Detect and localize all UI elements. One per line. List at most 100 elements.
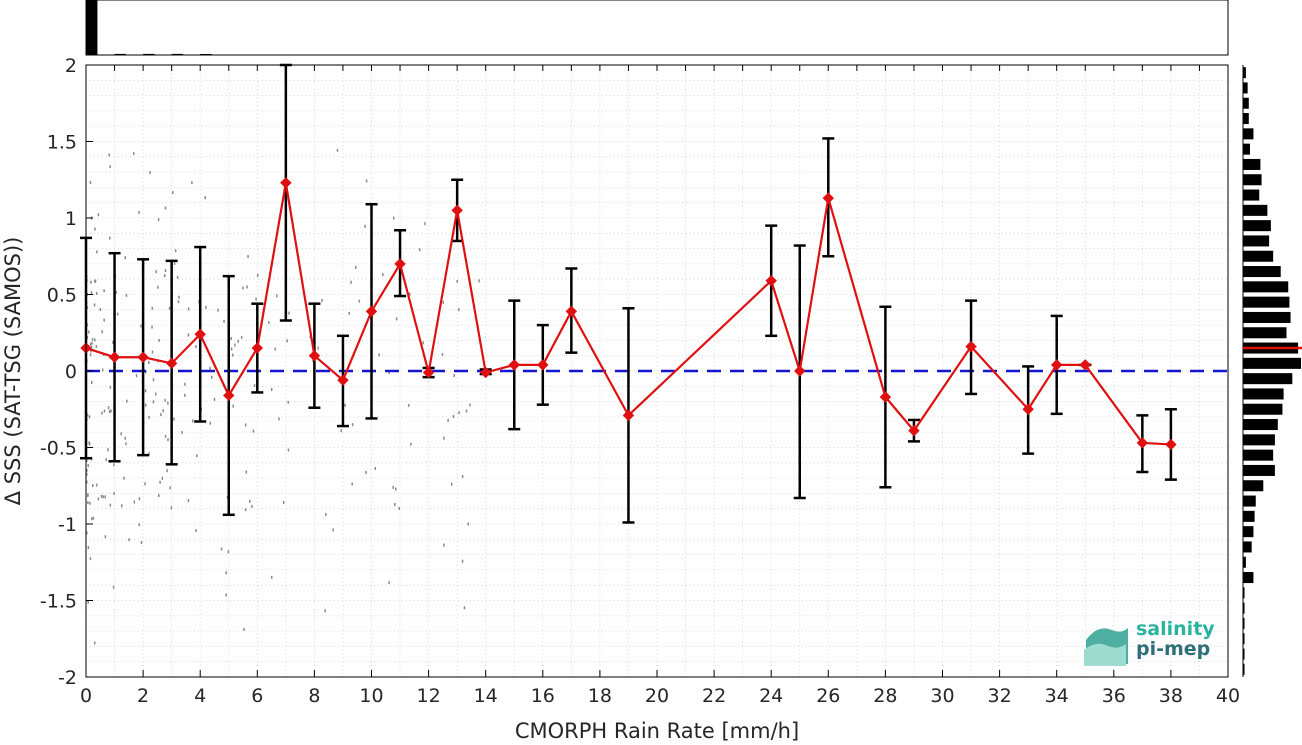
y-axis-label: Δ SSS (SAT-TSG (SAMOS)) — [1, 237, 25, 506]
scatter-point — [230, 336, 232, 340]
data-point-marker — [337, 374, 349, 386]
right-histogram-bar — [1243, 357, 1301, 369]
data-point-marker — [822, 192, 835, 204]
salinity-pi-mep-logo: salinity pi-mep — [1084, 618, 1224, 668]
scatter-point — [91, 337, 94, 341]
scatter-point — [469, 403, 471, 407]
x-axis-label: CMORPH Rain Rate [mm/h] — [515, 719, 799, 743]
scatter-point — [443, 436, 445, 440]
scatter-point — [100, 494, 103, 498]
scatter-point — [364, 224, 366, 228]
top-histogram-bars — [86, 0, 212, 55]
scatter-point — [164, 269, 167, 273]
right-histogram-bars — [1243, 67, 1301, 675]
data-point-marker — [137, 351, 149, 363]
scatter-point — [332, 528, 334, 532]
scatter-point — [231, 353, 234, 357]
data-point-marker — [165, 357, 178, 370]
scatter-point — [192, 419, 194, 423]
scatter-point — [88, 330, 90, 334]
scatter-point — [220, 547, 223, 551]
scatter-point — [90, 280, 92, 284]
right-histogram-bar — [1243, 587, 1245, 599]
scatter-point — [108, 236, 111, 240]
scatter-point — [86, 472, 88, 476]
scatter-point — [382, 273, 384, 277]
mean-series-line — [85, 182, 1171, 446]
x-tick-label: 2 — [137, 685, 149, 707]
scatter-point — [152, 400, 155, 404]
scatter-point — [256, 273, 259, 277]
scatter-point — [96, 250, 98, 254]
scatter-point — [230, 347, 233, 351]
scatter-point — [461, 474, 464, 478]
scatter-point — [195, 345, 197, 349]
scatter-point — [89, 353, 92, 357]
scatter-point — [152, 378, 155, 382]
scatter-point — [123, 476, 125, 480]
x-tick-label: 10 — [359, 685, 383, 707]
data-point-marker — [365, 305, 378, 318]
scatter-point — [443, 543, 445, 547]
scatter-point — [120, 432, 122, 436]
scatter-point — [187, 333, 190, 337]
scatter-point — [173, 261, 176, 265]
x-tick-label: 6 — [251, 685, 263, 707]
scatter-point — [89, 180, 92, 184]
scatter-point — [312, 358, 314, 362]
scatter-point — [166, 469, 168, 473]
right-histogram-bar — [1243, 67, 1246, 79]
scatter-point — [128, 538, 130, 542]
scatter-point — [95, 483, 98, 487]
right-histogram-bar — [1243, 281, 1289, 293]
x-tick-label: 0 — [80, 685, 92, 707]
scatter-point — [242, 286, 244, 290]
scatter-point — [110, 409, 112, 413]
scatter-point — [243, 627, 245, 631]
scatter-point — [135, 374, 138, 378]
right-histogram-bar — [1243, 189, 1260, 201]
scatter-point — [249, 499, 251, 503]
data-point-marker — [394, 258, 406, 270]
scatter-point — [90, 345, 93, 349]
scatter-point — [95, 345, 98, 349]
scatter-point — [125, 442, 127, 446]
scatter-point — [452, 415, 455, 419]
scatter-point — [174, 249, 177, 253]
data-point-marker — [223, 389, 235, 402]
scatter-point — [178, 295, 180, 299]
scatter-point — [270, 388, 273, 392]
scatter-point — [102, 495, 104, 499]
scatter-point — [409, 292, 411, 296]
logo-line-2: pi-mep — [1136, 638, 1211, 660]
scatter-point — [164, 398, 166, 402]
top-histogram-bar — [114, 53, 126, 55]
scatter-point — [144, 389, 147, 393]
scatter-point — [217, 308, 219, 312]
scatter-point — [151, 306, 154, 310]
data-point-marker — [1165, 438, 1177, 451]
scatter-point — [138, 523, 141, 527]
right-histogram-bar — [1243, 419, 1278, 431]
scatter-point — [99, 308, 102, 312]
scatter-point — [392, 485, 394, 489]
scatter-point — [86, 468, 88, 472]
scatter-point — [187, 499, 190, 503]
scatter-point — [90, 381, 93, 385]
scatter-point — [317, 346, 319, 350]
right-histogram-bar — [1243, 97, 1249, 109]
scatter-point — [116, 312, 119, 316]
scatter-point — [101, 330, 103, 334]
scatter-point — [115, 290, 117, 294]
right-histogram-bar — [1243, 495, 1256, 507]
scatter-point — [112, 585, 115, 589]
scatter-point — [195, 529, 197, 533]
scatter-point — [181, 430, 183, 434]
scatter-point — [374, 466, 377, 470]
scatter-point — [276, 294, 278, 298]
scatter-point — [97, 497, 100, 501]
y-tick-label: -2 — [58, 667, 77, 689]
scatter-point — [465, 409, 468, 413]
scatter-point — [138, 210, 140, 214]
scatter-point — [172, 191, 174, 195]
